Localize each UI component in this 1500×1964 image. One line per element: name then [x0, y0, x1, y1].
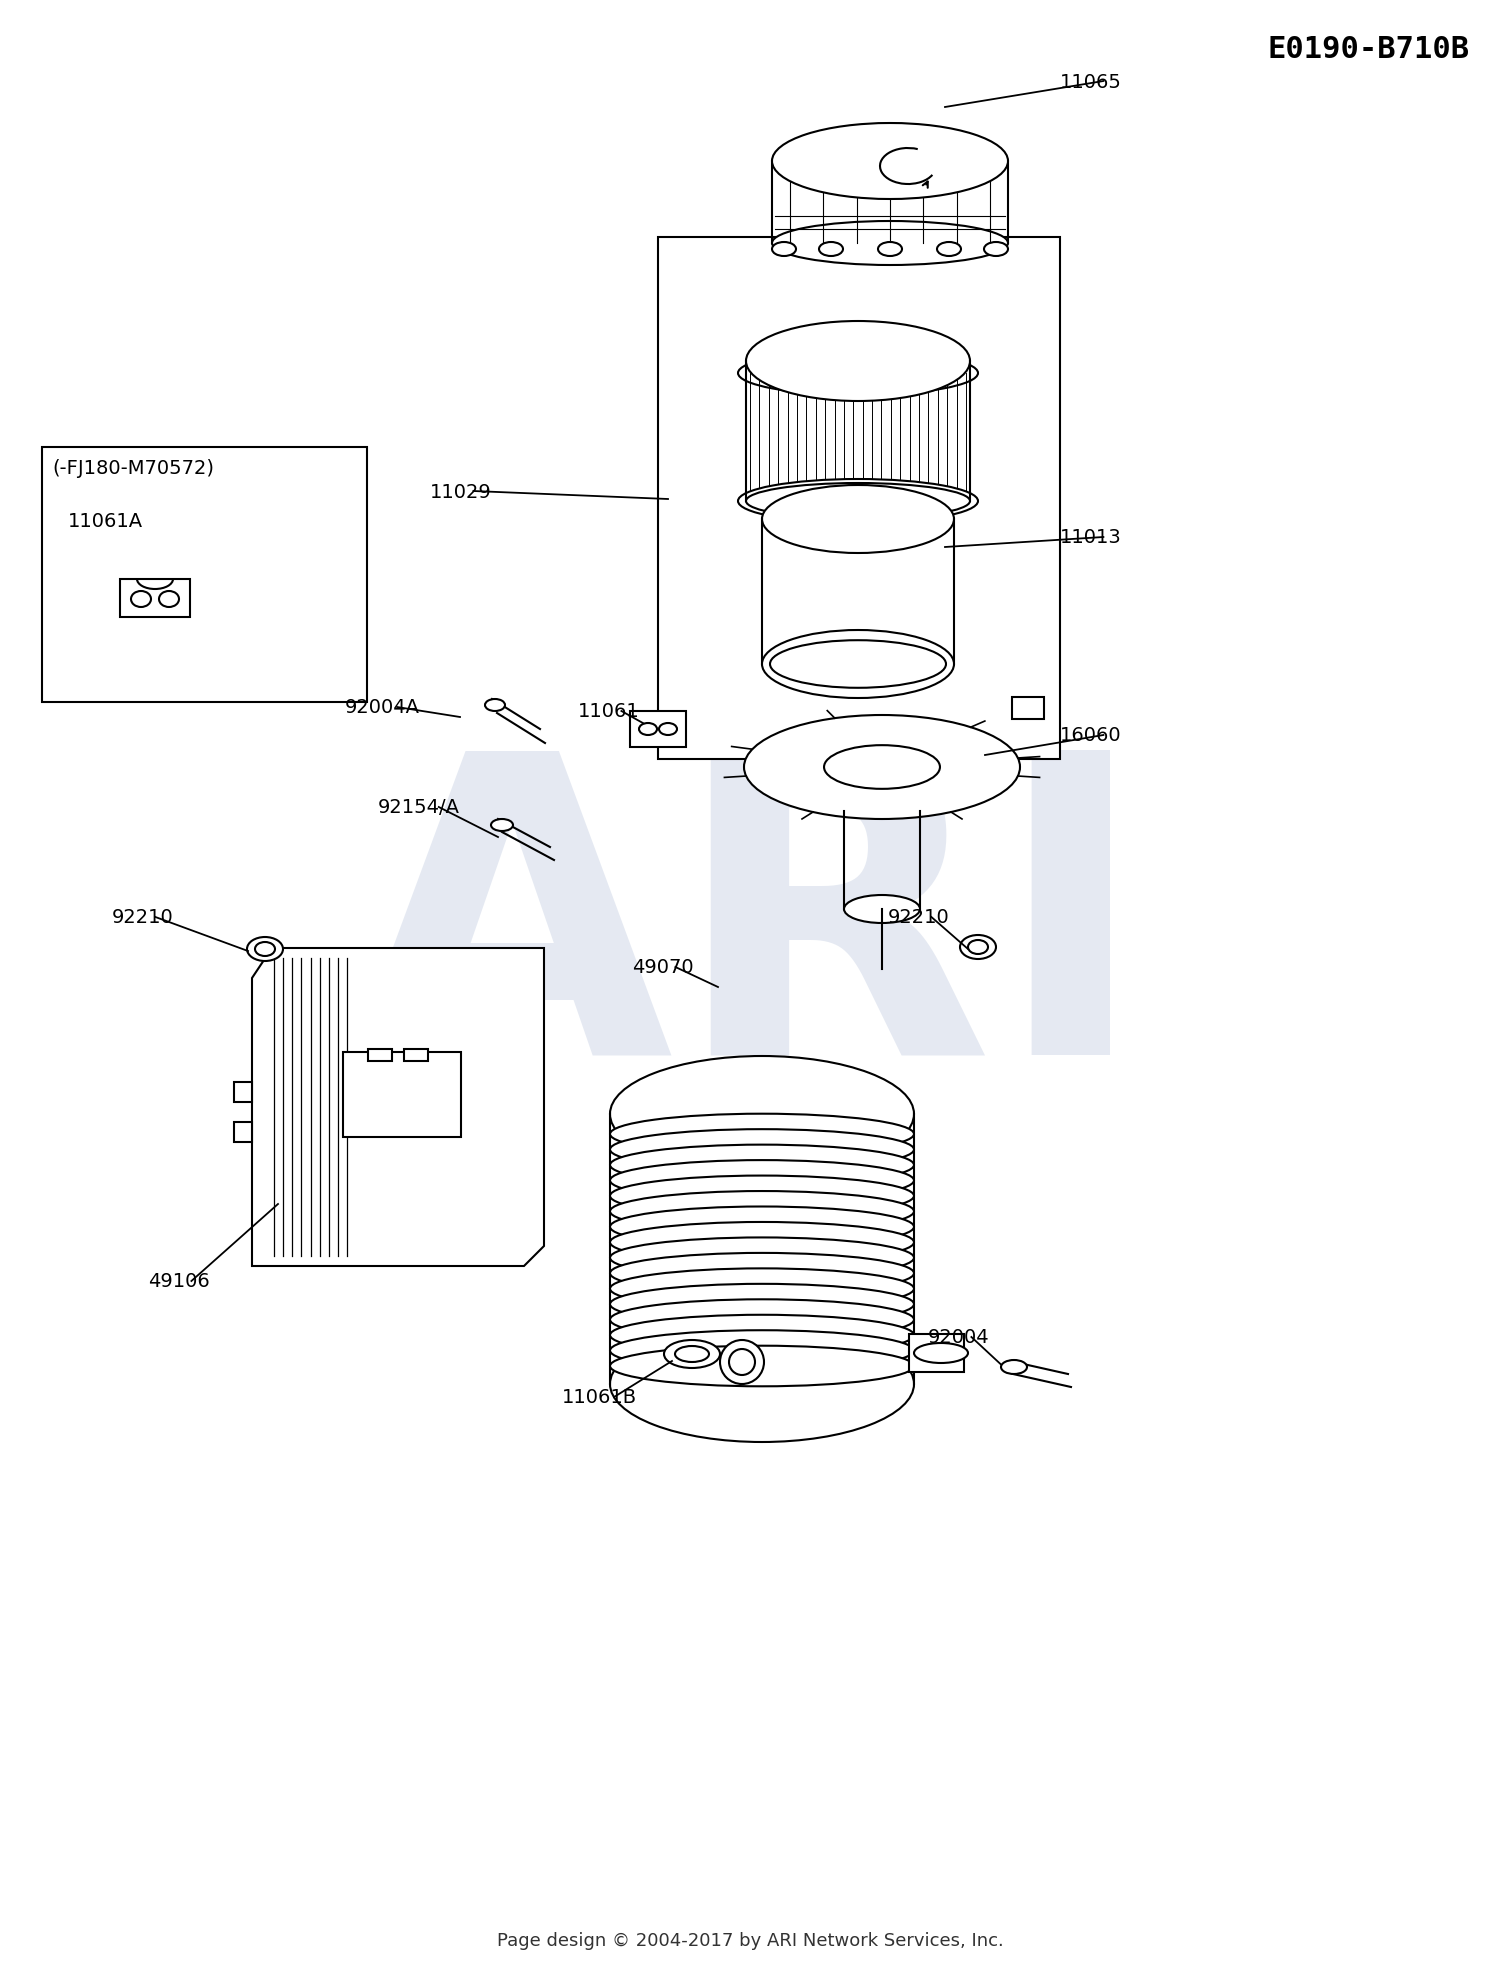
Bar [630, 711, 686, 748]
Ellipse shape [610, 1208, 914, 1247]
Ellipse shape [610, 1284, 914, 1326]
Ellipse shape [772, 124, 1008, 200]
Ellipse shape [824, 746, 940, 790]
Ellipse shape [610, 1300, 914, 1339]
Bar [1013, 697, 1044, 719]
Text: ARI: ARI [351, 738, 1149, 1141]
Text: 49106: 49106 [148, 1273, 210, 1290]
Ellipse shape [762, 630, 954, 699]
Ellipse shape [610, 1345, 914, 1387]
Ellipse shape [610, 1057, 914, 1173]
Ellipse shape [610, 1330, 914, 1371]
Text: 11013: 11013 [1060, 528, 1122, 548]
Ellipse shape [960, 935, 996, 960]
Ellipse shape [664, 1339, 720, 1369]
Ellipse shape [968, 941, 988, 955]
Ellipse shape [746, 322, 970, 403]
Ellipse shape [729, 1349, 754, 1375]
Ellipse shape [248, 937, 284, 962]
Ellipse shape [744, 715, 1020, 819]
Text: 11029: 11029 [430, 483, 492, 501]
Ellipse shape [746, 483, 970, 520]
Ellipse shape [720, 1339, 764, 1385]
Bar [368, 1049, 392, 1061]
Ellipse shape [610, 1253, 914, 1294]
Ellipse shape [844, 896, 920, 923]
Text: (-FJ180-M70572): (-FJ180-M70572) [53, 458, 214, 477]
Ellipse shape [610, 1145, 914, 1186]
Ellipse shape [610, 1237, 914, 1279]
Text: 11061B: 11061B [562, 1389, 638, 1406]
Bar [404, 1049, 427, 1061]
Ellipse shape [762, 485, 954, 554]
Ellipse shape [610, 1176, 914, 1216]
Text: 11065: 11065 [1060, 73, 1122, 92]
Ellipse shape [738, 479, 978, 524]
Bar [658, 238, 1060, 760]
Ellipse shape [639, 723, 657, 736]
Ellipse shape [610, 1222, 914, 1263]
Ellipse shape [610, 1114, 914, 1155]
Ellipse shape [610, 1129, 914, 1171]
Ellipse shape [770, 640, 946, 689]
Polygon shape [252, 949, 544, 1267]
Ellipse shape [1000, 1361, 1028, 1375]
Ellipse shape [159, 591, 178, 607]
Text: Page design © 2004-2017 by ARI Network Services, Inc.: Page design © 2004-2017 by ARI Network S… [496, 1931, 1004, 1948]
Ellipse shape [490, 819, 513, 831]
Ellipse shape [610, 1161, 914, 1202]
Bar [234, 1123, 252, 1143]
Ellipse shape [738, 352, 978, 397]
Bar [234, 1082, 252, 1102]
Text: 92210: 92210 [112, 907, 174, 927]
Ellipse shape [130, 591, 152, 607]
Ellipse shape [484, 699, 506, 711]
Text: 92004A: 92004A [345, 697, 420, 717]
Text: 92154/A: 92154/A [378, 797, 460, 817]
Ellipse shape [878, 244, 902, 257]
Ellipse shape [772, 222, 1008, 265]
Ellipse shape [675, 1345, 710, 1363]
Ellipse shape [610, 1316, 914, 1355]
Ellipse shape [984, 244, 1008, 257]
Bar [42, 448, 368, 703]
Text: 92210: 92210 [888, 907, 950, 927]
Bar [344, 1053, 460, 1137]
Text: E0190-B710B: E0190-B710B [1268, 35, 1470, 65]
Bar [909, 1334, 964, 1373]
Text: 92004: 92004 [928, 1328, 990, 1347]
Ellipse shape [610, 1269, 914, 1310]
Ellipse shape [914, 1343, 968, 1363]
Bar [120, 579, 190, 619]
Text: 49070: 49070 [632, 958, 693, 976]
Ellipse shape [819, 244, 843, 257]
Ellipse shape [938, 244, 962, 257]
Text: 11061A: 11061A [68, 513, 142, 530]
Ellipse shape [255, 943, 274, 956]
Text: 11061: 11061 [578, 703, 639, 721]
Ellipse shape [610, 1192, 914, 1231]
Text: 16060: 16060 [1060, 727, 1122, 744]
Ellipse shape [610, 1326, 914, 1442]
Ellipse shape [658, 723, 676, 736]
Ellipse shape [772, 244, 796, 257]
